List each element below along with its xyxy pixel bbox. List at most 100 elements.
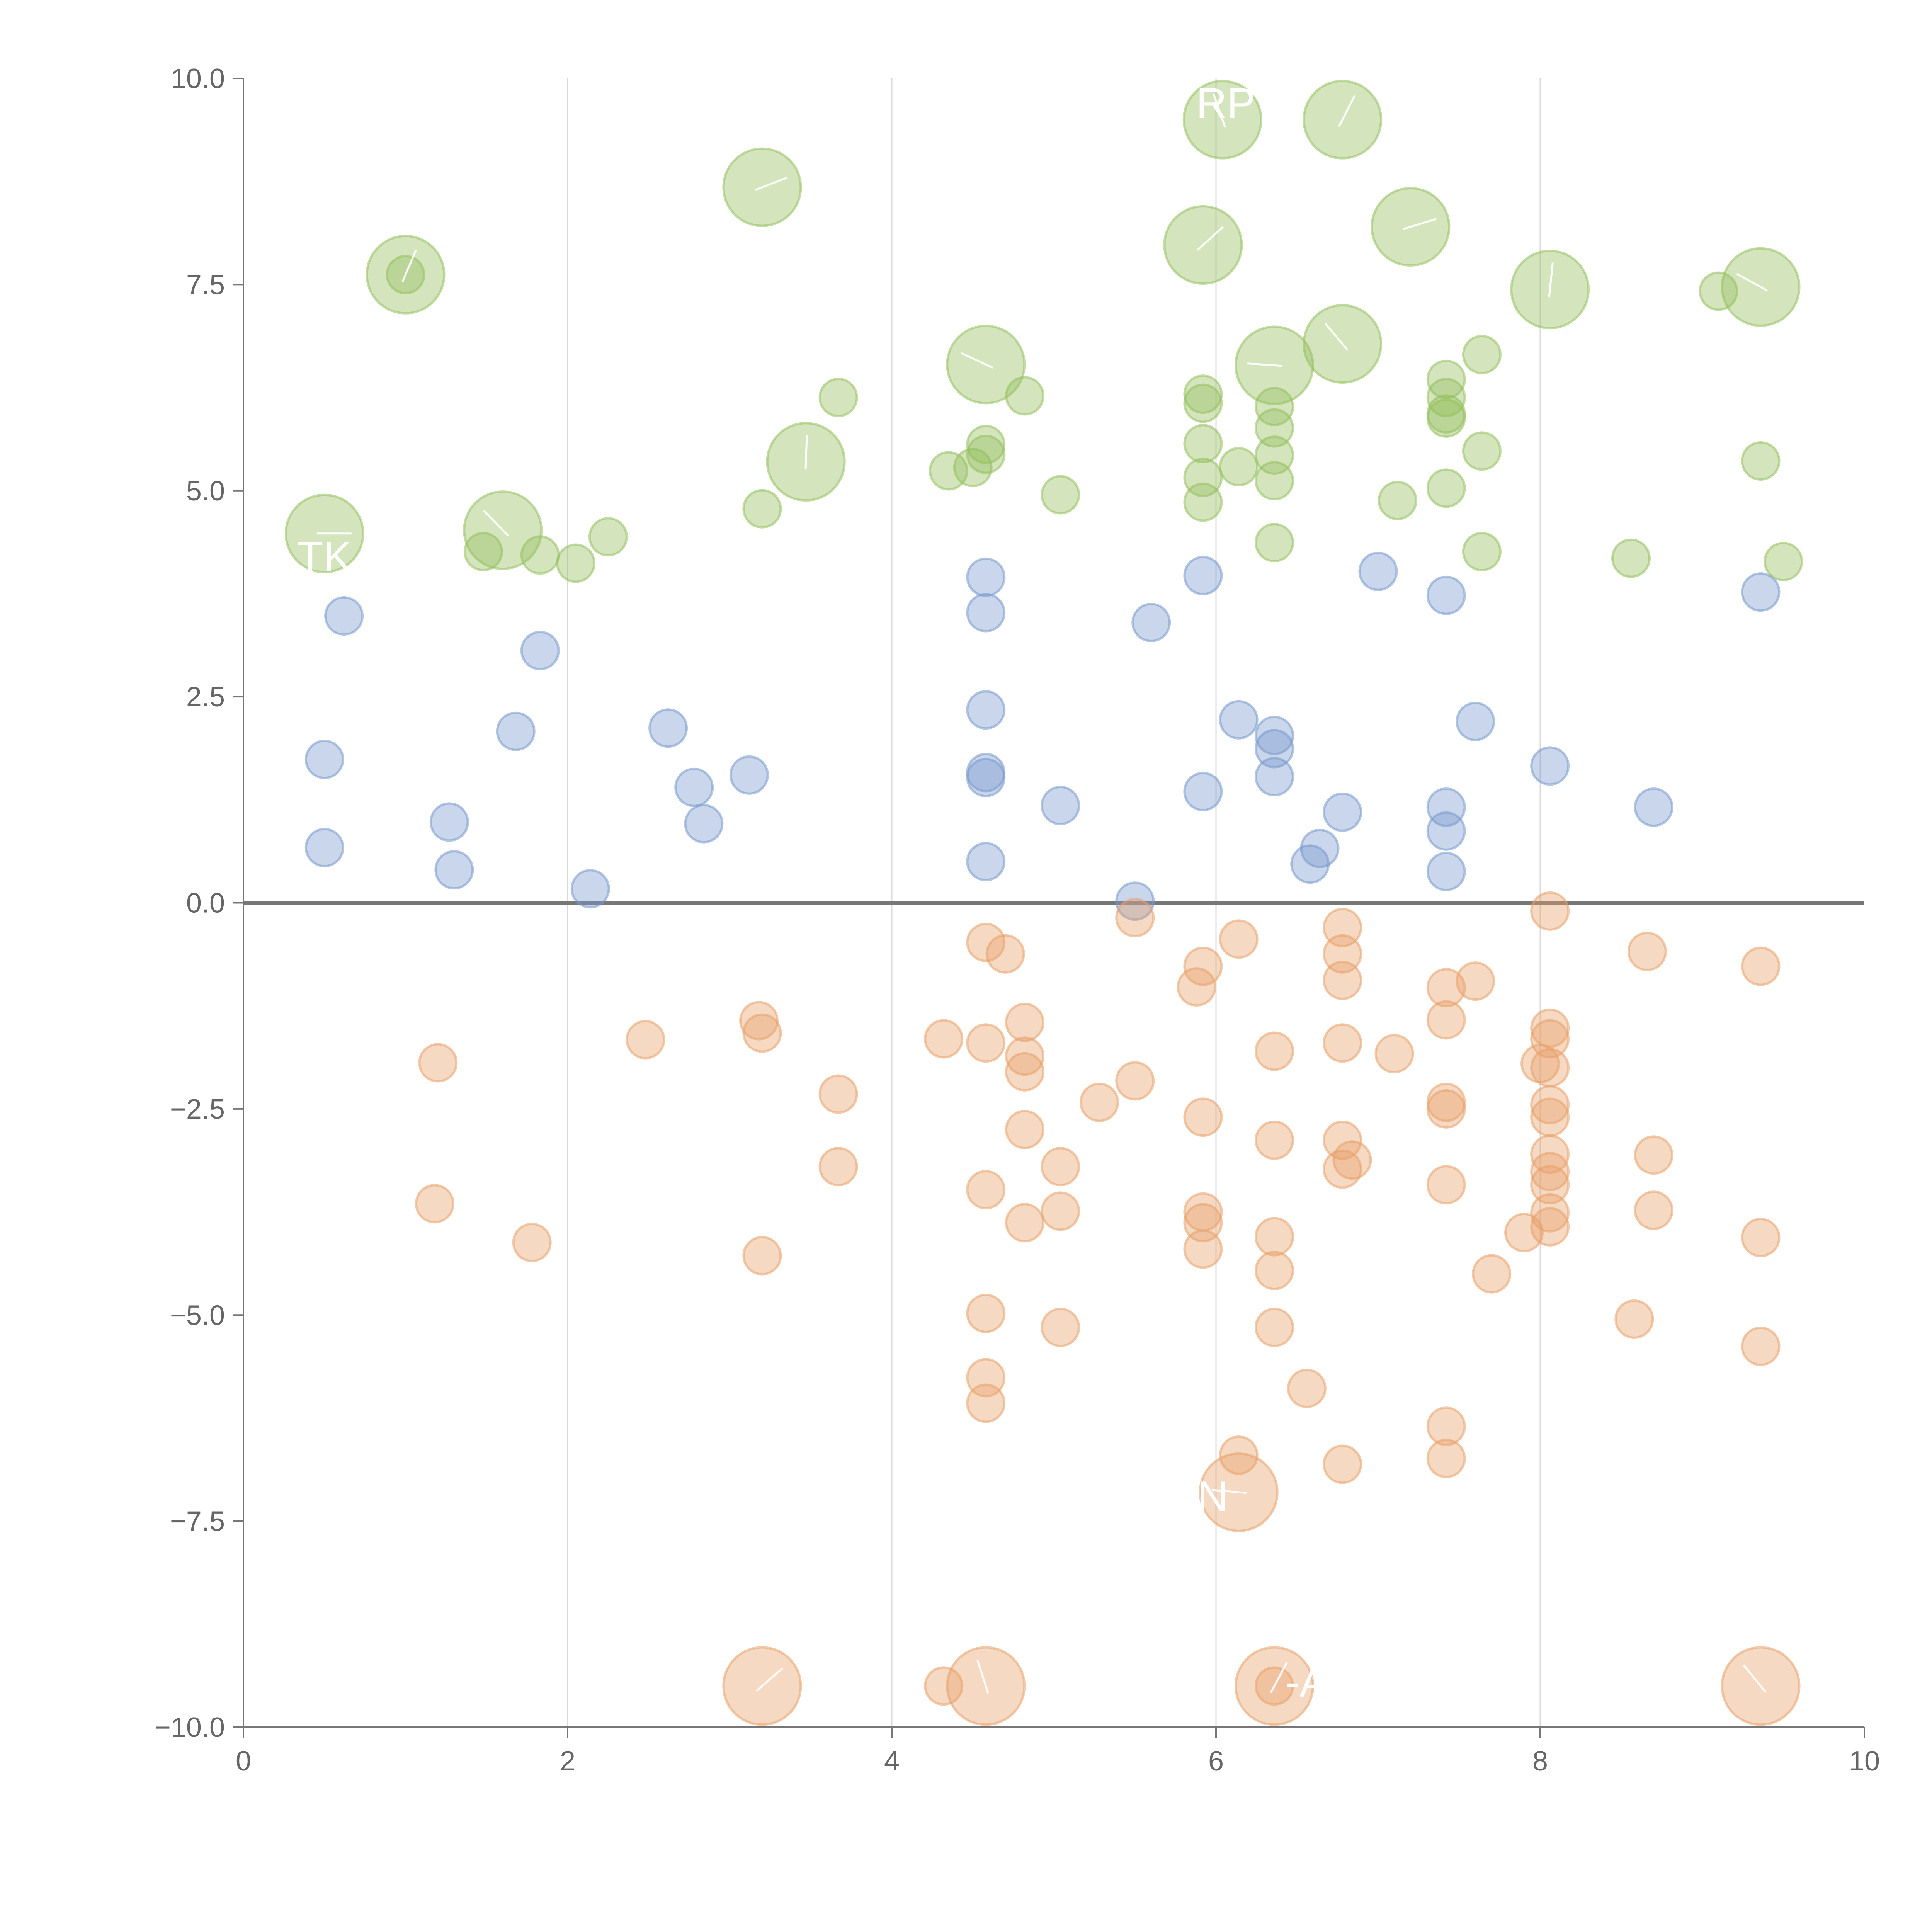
- leader-line: [1196, 226, 1224, 251]
- data-point: [966, 690, 1006, 730]
- leader-line: [1247, 362, 1282, 367]
- data-point: [684, 804, 724, 844]
- data-point: [1183, 1229, 1223, 1269]
- data-point: [966, 1383, 1006, 1423]
- data-point: [1426, 378, 1466, 417]
- data-point: [1614, 1299, 1654, 1339]
- data-point: [1530, 1152, 1570, 1192]
- data-point: [1426, 1439, 1466, 1478]
- data-point: [1323, 1023, 1362, 1063]
- leader-line: [755, 1667, 783, 1692]
- data-point: [1287, 1369, 1327, 1408]
- callout-label: RP: [1196, 80, 1255, 127]
- data-point: [1183, 424, 1223, 464]
- data-point: [1456, 961, 1495, 1001]
- data-point: [1378, 481, 1417, 520]
- data-point: [1183, 482, 1223, 522]
- y-tick-label: 0.0: [186, 888, 225, 919]
- data-point: [1530, 1165, 1570, 1205]
- data-point: [1426, 787, 1466, 827]
- data-point: [1530, 1085, 1570, 1125]
- data-point: [966, 557, 1006, 597]
- data-point: [1426, 1089, 1466, 1129]
- data-point: [1634, 1135, 1673, 1175]
- data-point: [1462, 335, 1502, 374]
- data-point: [1183, 383, 1223, 423]
- y-tick-label: 2.5: [186, 682, 225, 713]
- x-tick-label: 6: [1208, 1746, 1224, 1777]
- data-point: [1255, 1308, 1294, 1347]
- data-point: [418, 1043, 458, 1083]
- data-point: [1764, 542, 1803, 582]
- data-point: [1079, 1082, 1119, 1122]
- data-point: [1115, 1061, 1155, 1101]
- data-point: [924, 1019, 964, 1059]
- data-point: [1041, 1191, 1080, 1231]
- data-point: [1530, 1008, 1570, 1048]
- leader-line: [1213, 94, 1226, 128]
- data-point: [1699, 271, 1738, 311]
- data-point: [674, 767, 714, 807]
- data-point: [1530, 1193, 1570, 1233]
- data-point: [1472, 1254, 1512, 1294]
- data-point: [1426, 398, 1466, 438]
- data-point: [1323, 1444, 1362, 1484]
- data-point: [1530, 1097, 1570, 1137]
- data-point: [1627, 932, 1667, 971]
- leader-line: [1211, 1489, 1247, 1494]
- y-tick-label: −7.5: [170, 1506, 225, 1537]
- data-point: [1323, 961, 1362, 1000]
- data-point: [1374, 1034, 1414, 1073]
- data-point: [429, 802, 469, 842]
- data-point: [1462, 532, 1502, 571]
- callout-label: TK: [297, 533, 352, 580]
- data-point: [1005, 376, 1044, 416]
- data-point: [1255, 461, 1294, 501]
- leader-line: [804, 435, 808, 470]
- y-tick-label: 7.5: [186, 269, 225, 300]
- data-point: [1219, 919, 1259, 959]
- y-tick-label: 10.0: [171, 63, 225, 94]
- data-point: [1219, 1435, 1259, 1475]
- data-point: [1426, 1406, 1466, 1446]
- x-tick-label: 4: [884, 1746, 900, 1777]
- data-point: [415, 1184, 455, 1224]
- data-point: [1005, 1002, 1044, 1042]
- data-point: [1005, 1036, 1044, 1076]
- data-point: [1426, 575, 1466, 615]
- callout-label: -A: [1286, 1658, 1328, 1706]
- annotations: RP TK N -A: [297, 80, 1768, 1706]
- data-point: [1530, 1207, 1570, 1247]
- leader-line: [961, 352, 993, 369]
- y-tick-label: −5.0: [170, 1300, 225, 1331]
- data-point: [966, 842, 1006, 881]
- data-point: [1115, 881, 1155, 921]
- data-point: [1426, 1000, 1466, 1040]
- data-point: [1426, 468, 1466, 508]
- data-point: [1426, 852, 1466, 891]
- data-point: [1741, 572, 1781, 612]
- data-point: [304, 740, 344, 779]
- data-point: [570, 869, 610, 909]
- leader-line: [483, 510, 509, 537]
- data-point: [648, 708, 688, 748]
- data-points: [284, 80, 1803, 1726]
- data-point: [1115, 898, 1155, 937]
- data-point: [1426, 811, 1466, 851]
- data-point: [324, 596, 364, 636]
- data-point: [966, 922, 1006, 962]
- leader-line: [754, 177, 788, 191]
- data-point: [742, 489, 782, 529]
- data-point: [1741, 1327, 1781, 1366]
- data-point: [1131, 603, 1171, 643]
- data-point: [1332, 1140, 1372, 1180]
- data-point: [1255, 716, 1294, 755]
- data-point: [1005, 1110, 1044, 1150]
- data-point: [1634, 787, 1673, 827]
- data-point: [966, 593, 1006, 633]
- y-tick-label: 5.0: [186, 476, 225, 507]
- data-point: [966, 758, 1006, 798]
- data-point: [1741, 441, 1781, 481]
